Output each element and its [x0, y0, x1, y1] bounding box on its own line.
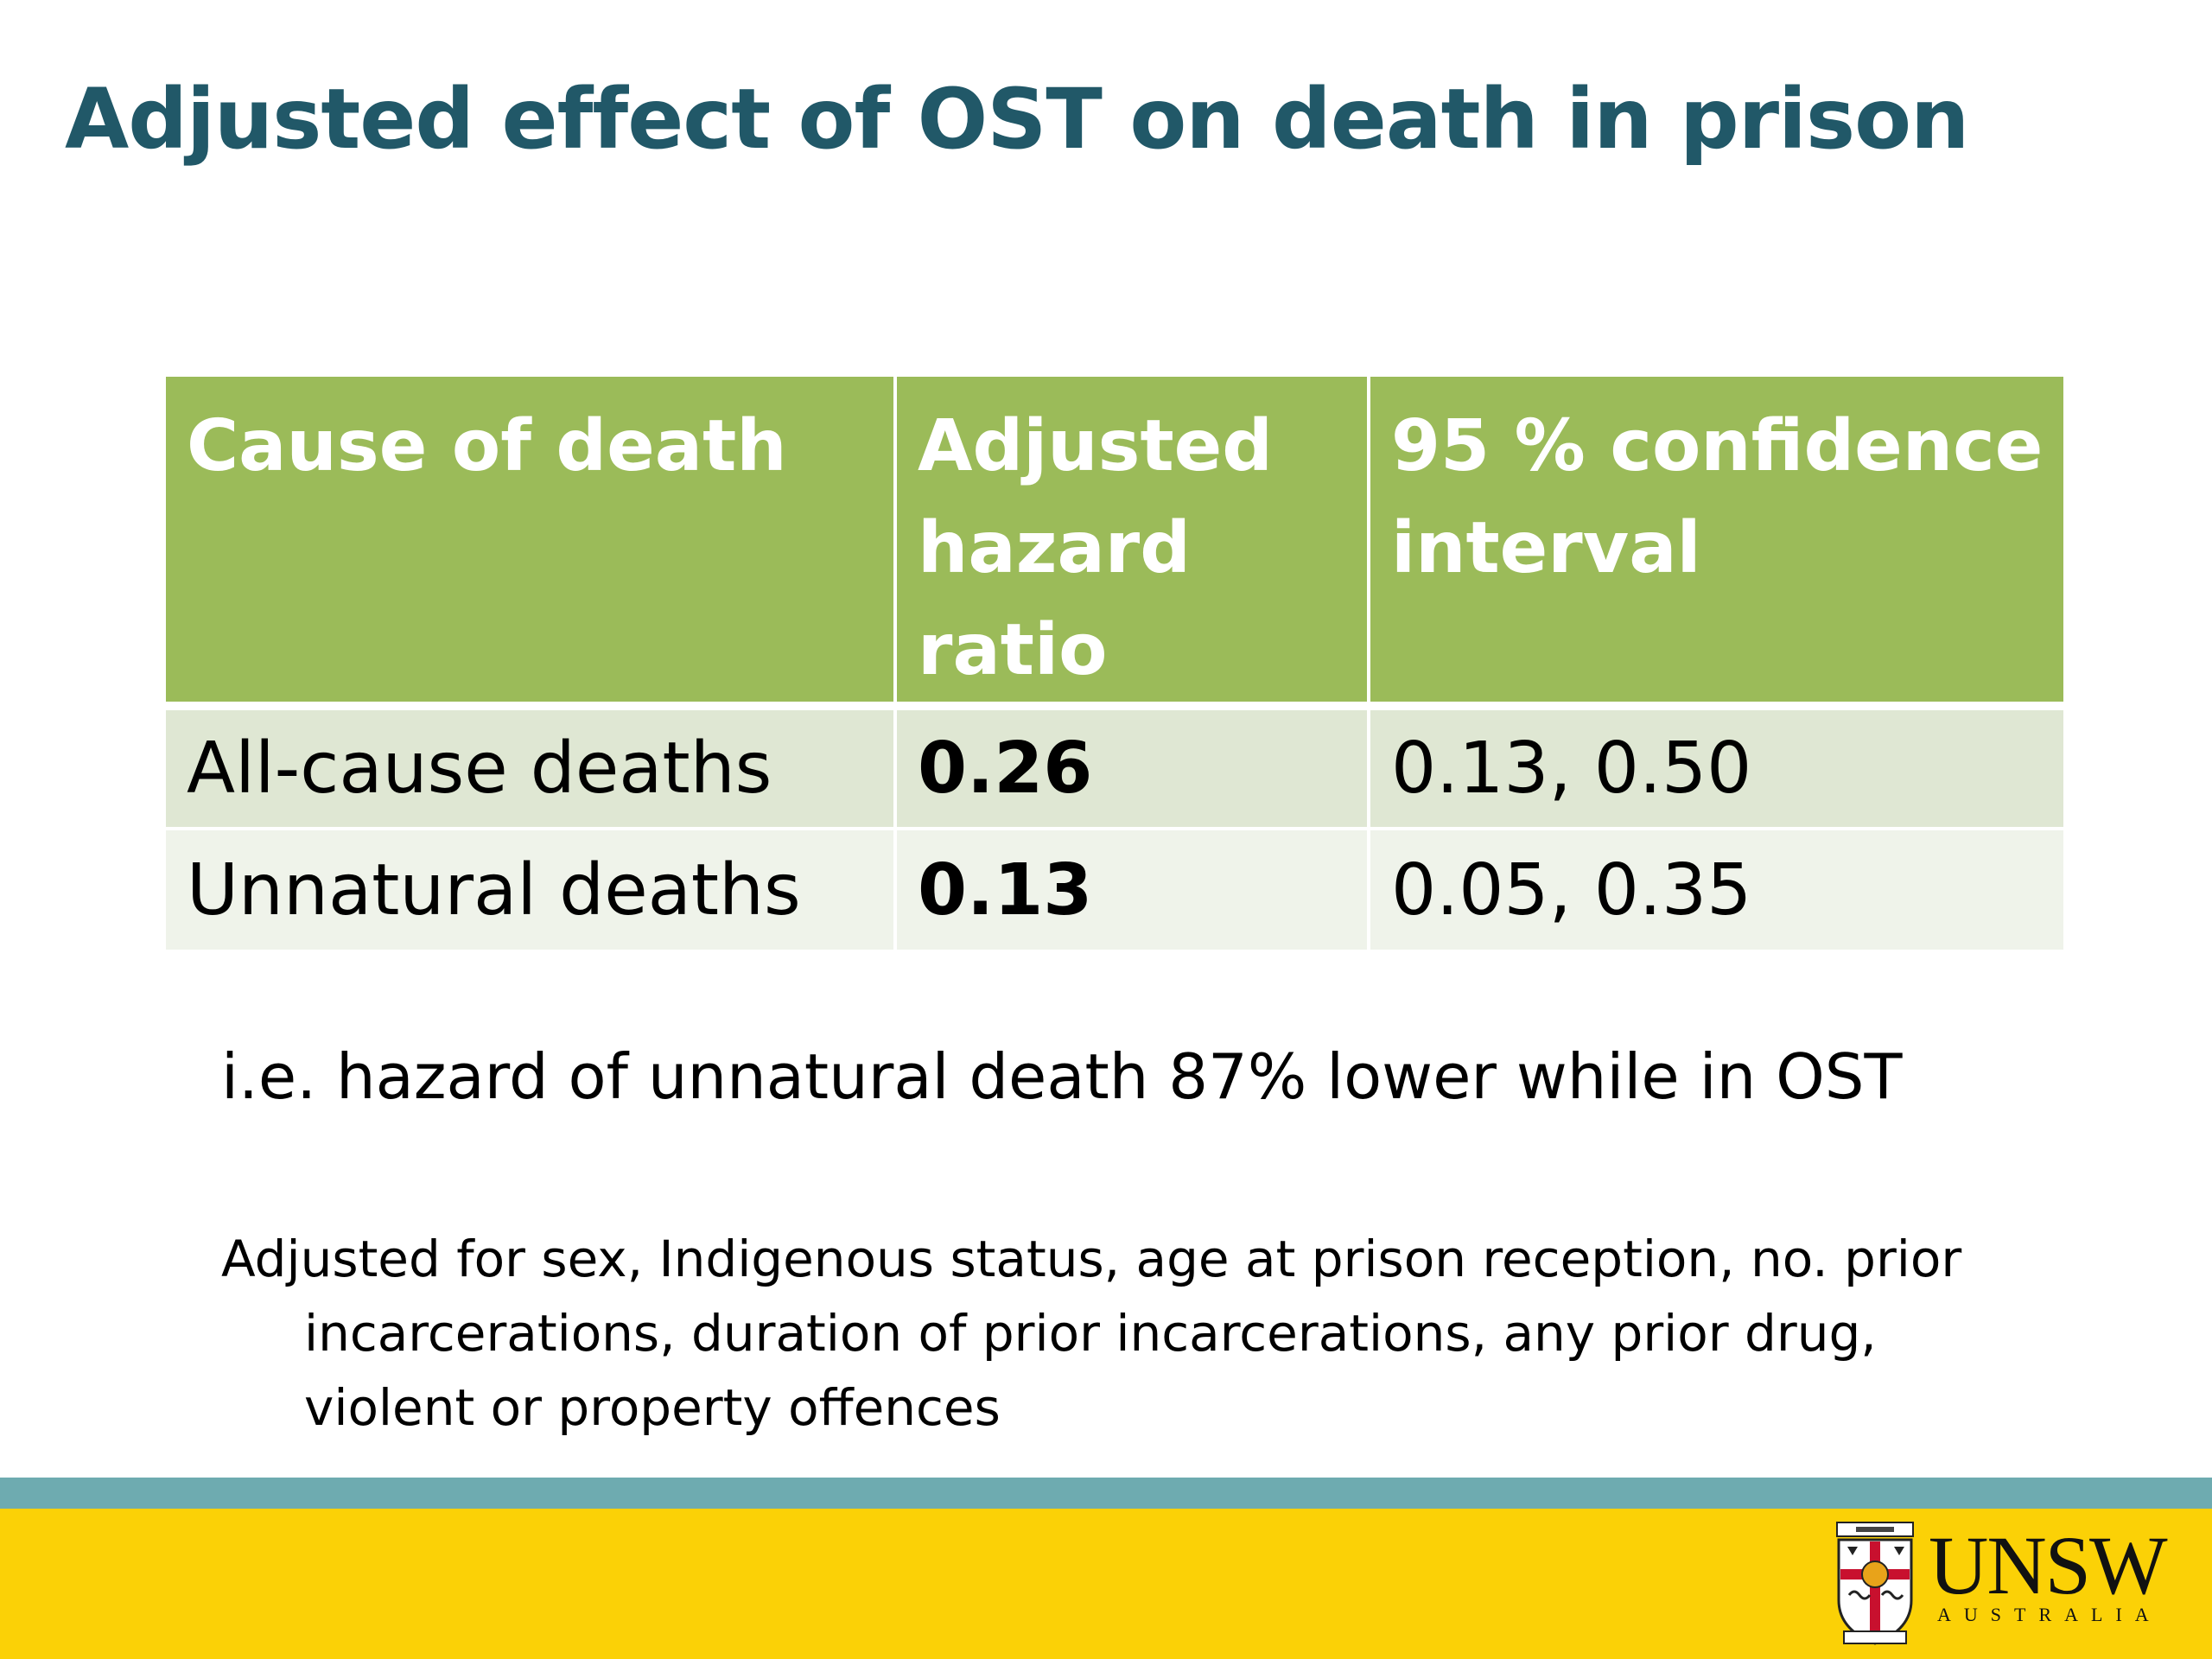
table-row: All-cause deaths 0.26 0.13, 0.50: [166, 706, 2063, 830]
header-cause-of-death: Cause of death: [166, 377, 897, 710]
unsw-australia-label: AUSTRALIA: [1937, 1604, 2162, 1625]
interpretation-note: i.e. hazard of unnatural death 87% lower…: [221, 1040, 1903, 1113]
unsw-logo: UNSW AUSTRALIA: [1835, 1519, 2168, 1650]
header-hazard-ratio-line-1: Adjusted: [918, 405, 1273, 487]
confidence-interval-cell: 0.13, 0.50: [1369, 706, 2063, 830]
unsw-wordmark: UNSW: [1929, 1519, 2168, 1611]
header-ci-line-1: 95 % confidence: [1391, 405, 2044, 487]
adjustment-footnote: Adjusted for sex, Indigenous status, age…: [221, 1222, 2053, 1445]
header-hazard-ratio-line-2: hazard ratio: [918, 507, 1191, 691]
adjustment-line-2: incarcerations, duration of prior incarc…: [304, 1304, 1877, 1363]
adjustment-line-1: Adjusted for sex, Indigenous status, age…: [221, 1230, 1962, 1288]
slide-title: Adjusted effect of OST on death in priso…: [65, 71, 1969, 168]
header-ci-line-2: interval: [1391, 507, 1701, 589]
header-confidence-interval: 95 % confidence interval: [1369, 377, 2063, 710]
cause-cell: All-cause deaths: [166, 706, 897, 830]
header-cause-of-death-line-1: Cause of death: [187, 405, 787, 487]
header-adjusted-hazard-ratio: Adjusted hazard ratio: [895, 377, 1370, 710]
hazard-ratio-cell: 0.26: [895, 706, 1370, 830]
table-header-row: Cause of death Adjusted hazard ratio 95 …: [166, 377, 2063, 710]
results-table: Cause of death Adjusted hazard ratio 95 …: [166, 377, 2063, 953]
confidence-interval-cell: 0.05, 0.35: [1369, 829, 2063, 953]
hazard-ratio-cell: 0.13: [895, 829, 1370, 953]
unsw-crest-icon: [1836, 1522, 1914, 1645]
adjustment-line-3: violent or property offences: [304, 1378, 1001, 1437]
footer-stripe: [0, 1478, 2212, 1509]
table-row: Unnatural deaths 0.13 0.05, 0.35: [166, 829, 2063, 953]
cause-cell: Unnatural deaths: [166, 829, 897, 953]
